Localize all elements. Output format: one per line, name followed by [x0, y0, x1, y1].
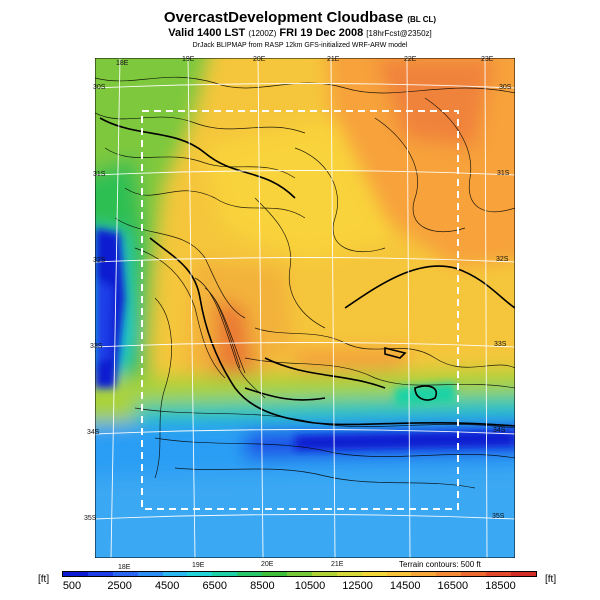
colorbar-swatch	[287, 572, 312, 576]
map-title: OvercastDevelopment Cloudbase (BL CL)	[0, 9, 600, 26]
valid-text: Valid 1400 LST	[168, 27, 246, 39]
colorbar-swatch	[162, 572, 188, 576]
colorbar-label: 2500	[107, 580, 132, 592]
ocean-lows	[95, 228, 515, 450]
lat-label-left: 33S	[90, 343, 103, 350]
lon-label-bottom: 20E	[261, 561, 274, 568]
colorbar-label: 14500	[389, 580, 421, 592]
lat-label-left: 34S	[87, 429, 100, 436]
lon-label-top: 22E	[404, 56, 417, 63]
forecast-code: [18hrFcst@2350z]	[366, 29, 432, 38]
lat-label-right: 35S	[492, 513, 505, 520]
colorbar-swatch	[411, 572, 437, 576]
colorbar-label: 12500	[342, 580, 373, 592]
lon-label-top: 19E	[182, 56, 195, 63]
unit-left: [ft]	[38, 574, 50, 585]
title-text: OvercastDevelopment Cloudbase	[163, 9, 404, 26]
lon-label-top: 23E	[481, 56, 494, 63]
lat-label-left: 32S	[93, 257, 106, 264]
colorbar-swatch	[361, 572, 387, 576]
lon-label-bottom: 18E	[118, 564, 131, 571]
colorbar-swatch	[187, 572, 213, 576]
lat-lon-grid	[95, 58, 515, 558]
colorbar-swatch	[237, 572, 263, 576]
lon-label-bottom: 21E	[331, 561, 344, 568]
lat-label-right: 31S	[497, 170, 510, 177]
colorbar-swatch	[112, 572, 138, 576]
colorbar-label: 8500	[250, 580, 275, 592]
colorbar-swatch	[336, 572, 362, 576]
colorbar-label: 10500	[294, 580, 326, 592]
credit-line: DrJack BLIPMAP from RASP 12km GFS-initia…	[192, 42, 408, 49]
lon-label-top: 20E	[253, 56, 266, 63]
lat-label-right: 30S	[499, 84, 512, 91]
valid-date: FRI 19 Dec 2008	[279, 27, 364, 39]
thick-contours	[99, 117, 515, 427]
lat-label-right: 34S	[493, 427, 506, 434]
lon-label-top: 21E	[327, 56, 340, 63]
lon-label-top: 18E	[116, 60, 129, 67]
cloudbase-map	[95, 58, 515, 558]
colorbar-label: 16500	[437, 580, 469, 592]
unit-right: [ft]	[545, 574, 557, 585]
colorbar-label: 6500	[202, 580, 228, 592]
colorbar-swatch	[511, 572, 536, 576]
valid-code: (1200Z)	[248, 29, 277, 38]
lat-label-left: 31S	[93, 171, 106, 178]
colorbar-swatch	[63, 572, 88, 576]
inner-domain-box	[141, 110, 459, 510]
colorbar-label: 4500	[154, 580, 180, 592]
terrain-contour-note: Terrain contours: 500 ft	[399, 560, 481, 569]
colorbar-swatch	[461, 572, 487, 576]
colorbar-swatch	[137, 572, 163, 576]
colorbar-swatch	[436, 572, 462, 576]
colorbar-swatch	[87, 572, 113, 576]
valid-time: Valid 1400 LST (1200Z) FRI 19 Dec 2008 […	[0, 27, 600, 39]
colorbar-swatch	[486, 572, 512, 576]
lat-label-right: 32S	[496, 256, 509, 263]
colorbar-swatch	[262, 572, 288, 576]
colorbar	[62, 571, 537, 577]
colorbar-swatch	[386, 572, 412, 576]
lon-label-bottom: 19E	[192, 562, 205, 569]
lat-label-left: 35S	[84, 515, 97, 522]
colorbar-swatch	[212, 572, 238, 576]
colorbar-label: 500	[62, 580, 82, 592]
lat-label-right: 33S	[494, 341, 507, 348]
colorbar-label: 18500	[485, 580, 516, 592]
lat-label-left: 30S	[93, 84, 106, 91]
title-tag: (BL CL)	[407, 15, 437, 24]
colorbar-swatch	[311, 572, 337, 576]
